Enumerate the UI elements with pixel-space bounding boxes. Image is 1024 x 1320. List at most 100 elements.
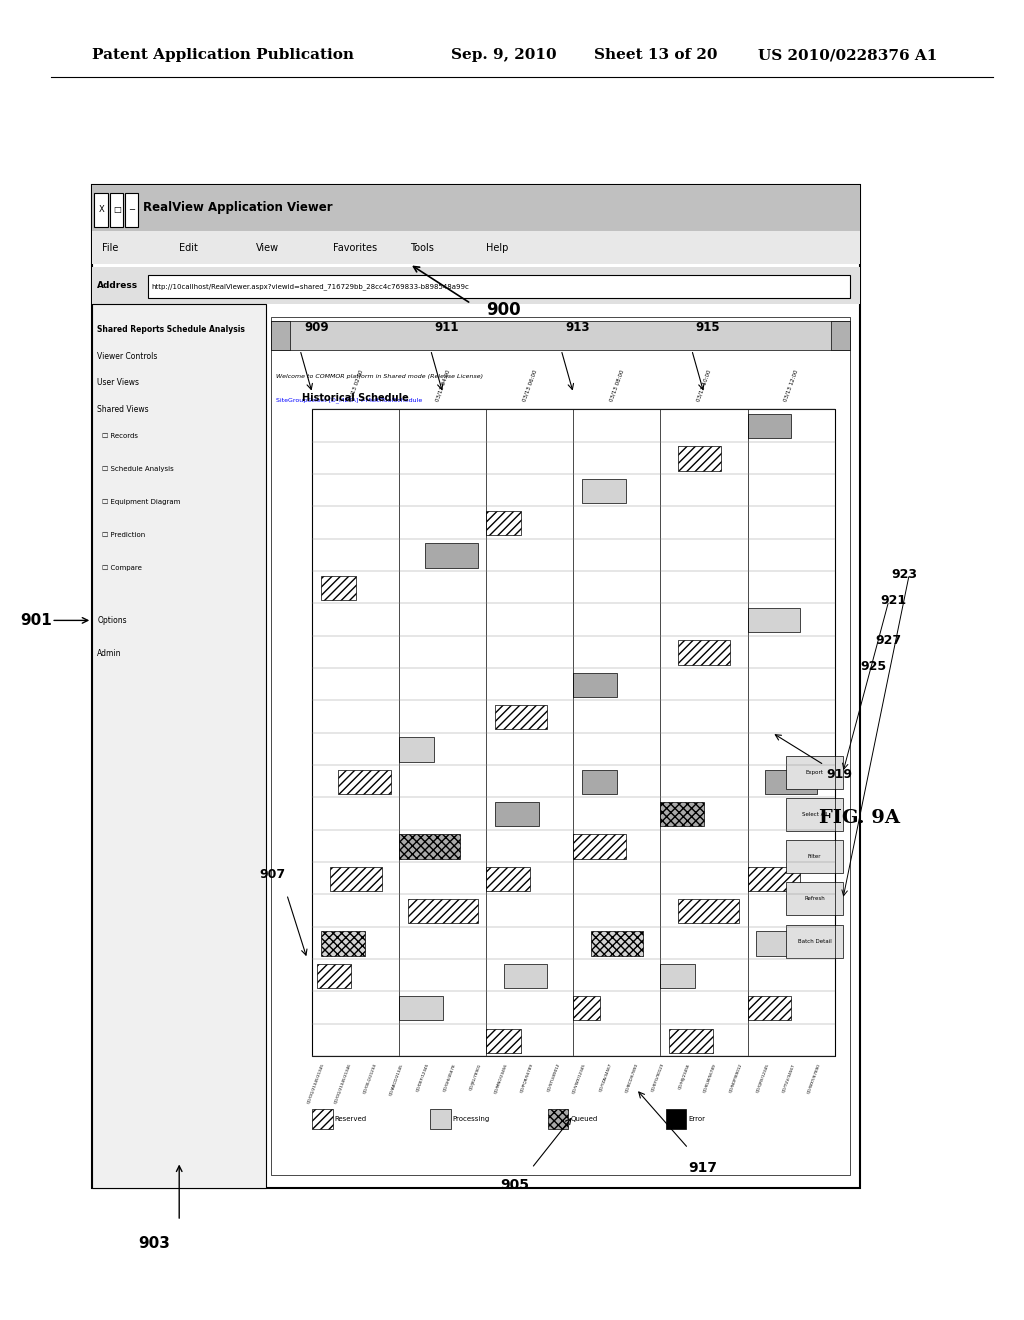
Text: Shared Reports Schedule Analysis: Shared Reports Schedule Analysis — [97, 326, 245, 334]
Bar — [786, 924, 843, 958]
Text: QO/JKL/78901: QO/JKL/78901 — [469, 1063, 482, 1090]
Bar — [756, 932, 808, 956]
Bar — [92, 267, 860, 304]
Text: 921: 921 — [881, 594, 907, 607]
Text: QO/DEF/12345: QO/DEF/12345 — [416, 1063, 430, 1093]
Text: Historical Schedule: Historical Schedule — [302, 392, 409, 403]
Bar — [148, 275, 850, 298]
Text: Refresh: Refresh — [804, 896, 825, 902]
Bar — [486, 511, 521, 536]
Text: Shared Views: Shared Views — [97, 405, 148, 413]
Text: 913: 913 — [565, 321, 590, 334]
Bar — [430, 1109, 451, 1129]
Bar — [125, 193, 138, 227]
Text: 923: 923 — [891, 568, 916, 581]
Bar — [496, 705, 547, 730]
Bar — [660, 964, 695, 989]
Text: 925: 925 — [860, 660, 887, 673]
Bar — [786, 882, 843, 916]
Text: Sep. 9, 2010: Sep. 9, 2010 — [451, 49, 556, 62]
Bar — [110, 193, 123, 227]
Text: QO/KLM/56789: QO/KLM/56789 — [702, 1063, 717, 1093]
Text: File: File — [102, 243, 119, 253]
Bar — [399, 738, 434, 762]
Bar — [92, 231, 860, 264]
Bar — [312, 1109, 333, 1129]
Bar — [92, 304, 266, 1188]
Text: 03/13 02:00: 03/13 02:00 — [348, 370, 364, 403]
Text: QO/YZA/34567: QO/YZA/34567 — [598, 1063, 612, 1093]
Text: 907: 907 — [259, 869, 286, 882]
Text: QO/OILQ/21234: QO/OILQ/21234 — [362, 1063, 378, 1094]
Bar — [486, 1028, 521, 1053]
Text: Sheet 13 of 20: Sheet 13 of 20 — [594, 49, 718, 62]
Bar — [748, 414, 791, 438]
Text: Edit: Edit — [179, 243, 198, 253]
Text: QO/PQR/56789: QO/PQR/56789 — [520, 1063, 535, 1093]
Text: Address: Address — [97, 281, 138, 289]
Text: 900: 900 — [486, 301, 521, 319]
Text: ☐ Equipment Diagram: ☐ Equipment Diagram — [102, 499, 181, 504]
Bar — [338, 770, 390, 795]
Text: Batch Detail: Batch Detail — [798, 939, 831, 944]
Text: 915: 915 — [695, 321, 721, 334]
Bar — [330, 867, 382, 891]
Bar — [582, 770, 616, 795]
Bar — [666, 1109, 686, 1129]
Bar — [573, 673, 616, 697]
Bar — [399, 834, 460, 859]
Text: 927: 927 — [876, 634, 902, 647]
Text: QO/NOP/89012: QO/NOP/89012 — [729, 1063, 743, 1093]
Text: 905: 905 — [501, 1179, 529, 1192]
Text: 911: 911 — [434, 321, 459, 334]
Bar — [425, 544, 477, 568]
Bar — [660, 803, 703, 826]
Text: Welcome to COMMOR platform in Shared mode (Release License): Welcome to COMMOR platform in Shared mod… — [276, 374, 483, 379]
Text: QO/MNO/23456: QO/MNO/23456 — [494, 1063, 508, 1094]
Text: Help: Help — [486, 243, 509, 253]
Text: FIG. 9A: FIG. 9A — [819, 809, 900, 828]
Bar — [786, 840, 843, 874]
Bar — [748, 867, 800, 891]
Text: ☐ Records: ☐ Records — [102, 433, 138, 438]
Text: 909: 909 — [304, 321, 329, 334]
Text: Patent Application Publication: Patent Application Publication — [92, 49, 354, 62]
Bar — [678, 899, 738, 924]
Text: SiteGroupSelect [D_META] >MultiToolSchedule: SiteGroupSelect [D_META] >MultiToolSched… — [276, 397, 423, 403]
Bar — [678, 446, 721, 471]
Text: QO/WXY/67890: QO/WXY/67890 — [807, 1063, 821, 1094]
Bar — [748, 609, 800, 632]
Text: QO/VWX/12345: QO/VWX/12345 — [571, 1063, 587, 1094]
Bar — [496, 803, 539, 826]
Text: 03/13 06:00: 03/13 06:00 — [522, 370, 538, 403]
Text: QO/OQ/21345/21346: QO/OQ/21345/21346 — [333, 1063, 351, 1105]
Text: QO/HIJ/23456: QO/HIJ/23456 — [678, 1063, 691, 1090]
Text: 03/13 12:00: 03/13 12:00 — [783, 370, 799, 403]
Text: □: □ — [113, 206, 121, 214]
Text: Tools: Tools — [410, 243, 433, 253]
Text: Processing: Processing — [453, 1115, 489, 1122]
Text: Select All: Select All — [802, 812, 827, 817]
Text: 03/13 10:00: 03/13 10:00 — [696, 370, 712, 403]
Bar — [669, 1028, 713, 1053]
Text: Admin: Admin — [97, 649, 122, 657]
Bar — [786, 755, 843, 788]
Text: Export: Export — [806, 770, 823, 775]
Text: QO/GHI/45678: QO/GHI/45678 — [442, 1063, 456, 1092]
Text: 917: 917 — [688, 1162, 718, 1175]
Text: Reserved: Reserved — [335, 1115, 367, 1122]
Bar — [573, 997, 599, 1020]
Text: QO/EFG/90123: QO/EFG/90123 — [650, 1063, 665, 1093]
Text: Error: Error — [688, 1115, 706, 1122]
Bar — [765, 770, 817, 795]
Bar — [271, 317, 850, 1175]
Text: ☐ Schedule Analysis: ☐ Schedule Analysis — [102, 466, 174, 471]
Text: 03/13 04:00: 03/13 04:00 — [435, 370, 451, 403]
Text: QO/STU/89012: QO/STU/89012 — [546, 1063, 560, 1093]
Bar — [271, 321, 850, 350]
Bar — [748, 997, 791, 1020]
Text: QO/QRS/12345: QO/QRS/12345 — [755, 1063, 769, 1093]
Text: View: View — [256, 243, 280, 253]
Text: QO/BCD/67890: QO/BCD/67890 — [625, 1063, 639, 1093]
Text: −: − — [129, 206, 135, 214]
